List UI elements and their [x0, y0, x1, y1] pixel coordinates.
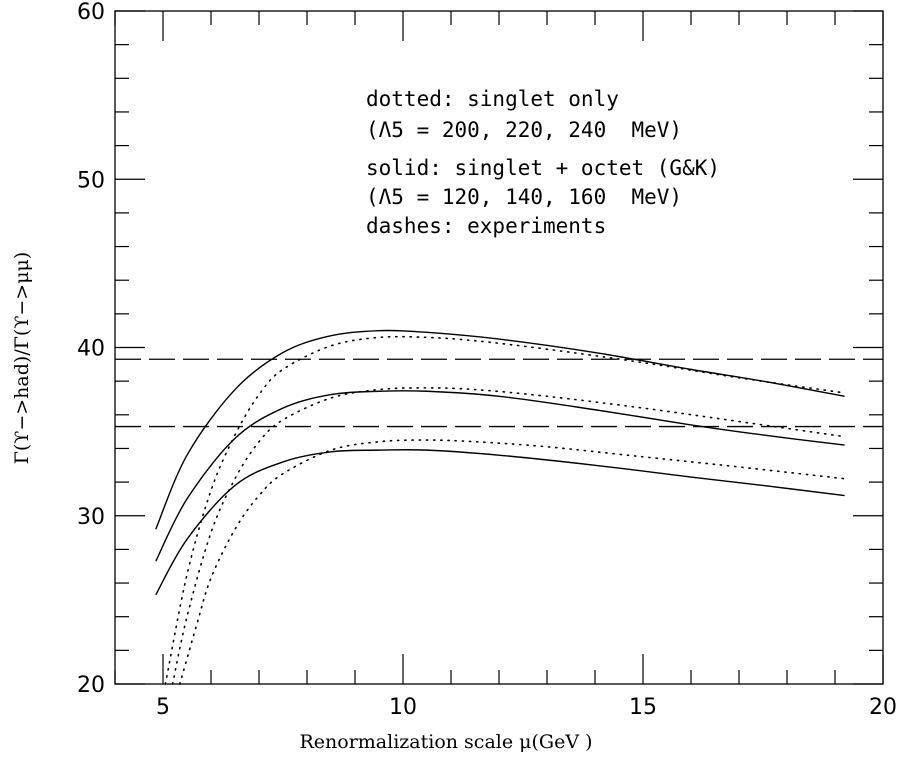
series-dotted-3	[164, 335, 846, 685]
series-dotted-5	[179, 439, 846, 685]
plot-frame	[114, 10, 884, 685]
x-tick-label: 5	[156, 695, 170, 720]
y-tick-label: 40	[77, 337, 105, 362]
series-dotted-4	[171, 387, 846, 685]
y-tick-label: 60	[77, 0, 105, 25]
y-tick-label: 50	[77, 168, 105, 193]
annotation-dotted-lambda: (Λ5 = 200, 220, 240 MeV)	[366, 118, 682, 142]
series-solid-1	[155, 390, 845, 562]
x-tick-label: 20	[869, 695, 897, 720]
axis-ticks	[114, 10, 884, 685]
y-tick-label: 30	[77, 505, 105, 530]
legend-annotations: dotted: singlet only (Λ5 = 200, 220, 240…	[366, 87, 720, 238]
annotation-dotted: dotted: singlet only	[366, 87, 619, 111]
y-tick-label: 20	[77, 673, 105, 698]
annotation-solid-lambda: (Λ5 = 120, 140, 160 MeV)	[366, 185, 682, 209]
series-solid-2	[155, 448, 845, 596]
series-solid-0	[155, 329, 845, 530]
y-axis-label: Γ(ϒ−>had)/Γ(ϒ−>μμ)	[11, 252, 33, 465]
x-tick-label: 15	[629, 695, 657, 720]
x-tick-label: 10	[389, 695, 417, 720]
annotation-dashes: dashes: experiments	[366, 214, 606, 238]
plot-area	[115, 329, 883, 685]
annotation-solid: solid: singlet + octet (G&K)	[366, 156, 720, 180]
x-axis-label: Renormalization scale μ(GeV )	[299, 731, 592, 753]
tick-labels: 5 10 15 20 20 30 40 50 60	[77, 0, 897, 720]
